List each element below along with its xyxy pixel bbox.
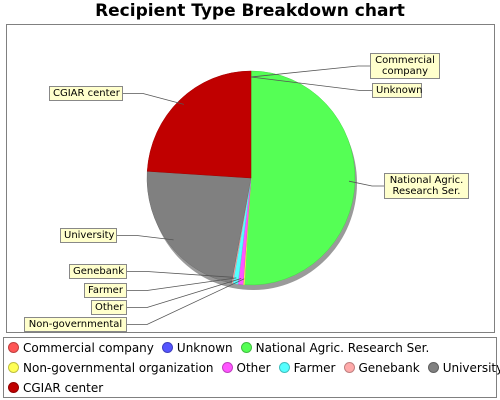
legend-label: Commercial company [23,341,154,355]
slice-label-genebank: Genebank [69,264,127,279]
legend-label: University [442,361,500,375]
legend-item-farmer: Farmer [278,361,336,375]
leader-line-cgiar-center [123,93,185,105]
legend-swatch-farmer [278,362,290,373]
slice-label-unknown: Unknown [372,83,422,98]
legend-item-other: Other [221,361,271,375]
legend-swatch-unknown [161,342,173,353]
chart-title: Recipient Type Breakdown chart [95,1,405,21]
slice-label-national-agric-research-ser: National Agric. Research Ser. [384,173,469,199]
legend-item-cgiar-center: CGIAR center [8,381,103,395]
leader-line-other [127,278,242,308]
slice-label-other: Other [91,300,127,315]
slice-label-farmer: Farmer [84,283,127,298]
legend-swatch-commercial-company [8,342,19,353]
legend-item-university: University [427,361,500,375]
pie-slice-university [146,171,252,284]
legend-item-non-governmental-organization: Non-governmental organization [8,361,214,375]
legend-label: Non-governmental organization [23,361,214,375]
leader-line-unknown [250,76,372,91]
slice-label-commercial-company: Commercial company [370,53,440,79]
leader-line-farmer [127,277,237,291]
legend-label: Other [236,361,271,375]
leader-line-national-agric-research-ser [348,180,384,187]
pie-slice-cgiar-center [146,70,252,179]
legend-label: CGIAR center [23,381,104,395]
leader-line-commercial-company [250,65,370,78]
legend-label: National Agric. Research Ser. [255,341,430,355]
legend: Commercial company Unknown National Agric.… [3,337,500,398]
legend-swatch-other [221,362,233,373]
slice-label-cgiar-center: CGIAR center [49,86,123,101]
legend-label: Genebank [358,361,420,375]
legend-label: Farmer [293,361,336,375]
legend-swatch-genebank [343,362,355,373]
legend-swatch-national-agric-research-ser [240,342,252,353]
legend-swatch-cgiar-center [8,382,19,393]
pie-chart [117,65,384,325]
slice-label-university: University [60,228,117,243]
legend-item-genebank: Genebank [343,361,420,375]
leader-line-genebank [127,271,234,278]
legend-label: Unknown [176,341,233,355]
leader-line-non-governmental-organization [127,278,245,325]
slice-label-non-governmental-organization: Non-governmental [24,317,127,332]
leader-line-university [117,235,174,241]
pie-slice-national-agric-research-ser [244,70,356,286]
legend-swatch-non-governmental-organization [8,362,19,373]
plot-area: Commercial company Unknown National Agric. R… [6,24,495,333]
legend-item-unknown: Unknown [161,341,233,355]
legend-swatch-university [427,362,439,373]
legend-item-national-agric-research-ser: National Agric. Research Ser. [240,341,430,355]
legend-item-commercial-company: Commercial company [8,341,154,355]
